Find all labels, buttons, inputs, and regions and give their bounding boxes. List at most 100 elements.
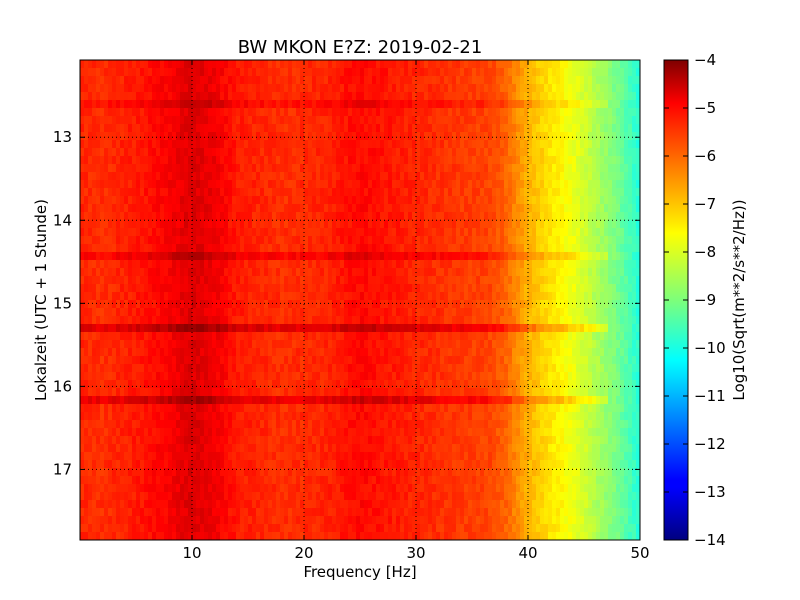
- heatmap-cell: [356, 180, 361, 189]
- heatmap-cell: [244, 156, 249, 165]
- heatmap-cell: [212, 196, 217, 205]
- heatmap-cell: [444, 324, 449, 333]
- heatmap-cell: [420, 252, 425, 261]
- heatmap-cell: [320, 148, 325, 157]
- heatmap-cell: [276, 340, 281, 349]
- heatmap-cell: [400, 316, 405, 325]
- heatmap-cell: [316, 148, 321, 157]
- heatmap-cell: [172, 84, 177, 93]
- heatmap-cell: [116, 252, 121, 261]
- heatmap-cell: [608, 188, 613, 197]
- heatmap-cell: [532, 116, 537, 125]
- heatmap-cell: [84, 132, 89, 141]
- heatmap-cell: [488, 188, 493, 197]
- heatmap-cell: [420, 292, 425, 301]
- heatmap-cell: [592, 308, 597, 317]
- heatmap-cell: [284, 132, 289, 141]
- heatmap-cell: [152, 324, 157, 333]
- heatmap-cell: [488, 276, 493, 285]
- heatmap-cell: [248, 252, 253, 261]
- heatmap-cell: [556, 268, 561, 277]
- heatmap-cell: [444, 100, 449, 109]
- heatmap-cell: [636, 244, 641, 253]
- heatmap-cell: [620, 92, 625, 101]
- heatmap-cell: [152, 236, 157, 245]
- heatmap-cell: [460, 228, 465, 237]
- heatmap-cell: [580, 316, 585, 325]
- heatmap-cell: [180, 236, 185, 245]
- heatmap-cell: [128, 108, 133, 117]
- heatmap-cell: [184, 276, 189, 285]
- heatmap-cell: [136, 124, 141, 133]
- heatmap-cell: [232, 140, 237, 149]
- heatmap-cell: [556, 220, 561, 229]
- heatmap-cell: [556, 228, 561, 237]
- heatmap-cell: [292, 268, 297, 277]
- heatmap-cell: [624, 60, 629, 69]
- heatmap-cell: [476, 140, 481, 149]
- heatmap-cell: [380, 204, 385, 213]
- heatmap-cell: [276, 284, 281, 293]
- heatmap-cell: [388, 196, 393, 205]
- heatmap-cell: [516, 252, 521, 261]
- heatmap-cell: [188, 228, 193, 237]
- heatmap-cell: [544, 76, 549, 85]
- heatmap-cell: [192, 292, 197, 301]
- heatmap-cell: [368, 124, 373, 133]
- heatmap-cell: [404, 292, 409, 301]
- heatmap-cell: [300, 68, 305, 77]
- heatmap-cell: [220, 260, 225, 269]
- heatmap-cell: [288, 108, 293, 117]
- heatmap-cell: [572, 316, 577, 325]
- heatmap-cell: [616, 292, 621, 301]
- heatmap-cell: [120, 292, 125, 301]
- heatmap-cell: [620, 124, 625, 133]
- heatmap-cell: [508, 236, 513, 245]
- heatmap-cell: [380, 236, 385, 245]
- heatmap-cell: [180, 228, 185, 237]
- heatmap-cell: [144, 116, 149, 125]
- heatmap-cell: [188, 316, 193, 325]
- heatmap-cell: [596, 244, 601, 253]
- heatmap-cell: [504, 204, 509, 213]
- heatmap-cell: [180, 276, 185, 285]
- heatmap-cell: [440, 116, 445, 125]
- heatmap-cell: [96, 188, 101, 197]
- heatmap-cell: [392, 284, 397, 293]
- heatmap-cell: [328, 140, 333, 149]
- heatmap-cell: [248, 92, 253, 101]
- heatmap-cell: [336, 140, 341, 149]
- heatmap-cell: [568, 116, 573, 125]
- heatmap-cell: [168, 188, 173, 197]
- heatmap-cell: [460, 204, 465, 213]
- heatmap-cell: [92, 316, 97, 325]
- heatmap-cell: [412, 204, 417, 213]
- heatmap-cell: [112, 188, 117, 197]
- heatmap-cell: [384, 68, 389, 77]
- heatmap-cell: [556, 300, 561, 309]
- heatmap-cell: [180, 76, 185, 85]
- heatmap-cell: [176, 116, 181, 125]
- heatmap-cell: [208, 268, 213, 277]
- heatmap-cell: [188, 188, 193, 197]
- heatmap-cell: [528, 180, 533, 189]
- heatmap-cell: [424, 100, 429, 109]
- heatmap-cell: [116, 284, 121, 293]
- heatmap-cell: [184, 100, 189, 109]
- heatmap-cell: [584, 164, 589, 173]
- heatmap-cell: [288, 84, 293, 93]
- heatmap-cell: [344, 252, 349, 261]
- heatmap-cell: [196, 228, 201, 237]
- heatmap-cell: [132, 292, 137, 301]
- heatmap-cell: [212, 148, 217, 157]
- heatmap-cell: [172, 60, 177, 69]
- heatmap-cell: [276, 308, 281, 317]
- heatmap-cell: [416, 300, 421, 309]
- heatmap-cell: [92, 124, 97, 133]
- heatmap-cell: [600, 228, 605, 237]
- heatmap-cell: [580, 260, 585, 269]
- heatmap-cell: [196, 92, 201, 101]
- heatmap-cell: [172, 252, 177, 261]
- heatmap-cell: [176, 308, 181, 317]
- heatmap-cell: [540, 116, 545, 125]
